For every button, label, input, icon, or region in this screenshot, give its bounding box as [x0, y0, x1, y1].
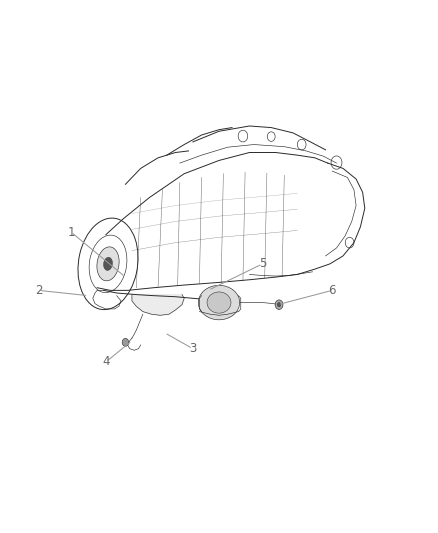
- Text: 4: 4: [102, 356, 110, 368]
- Ellipse shape: [97, 247, 119, 281]
- Ellipse shape: [277, 303, 281, 307]
- Text: 3: 3: [189, 342, 197, 355]
- Text: 5: 5: [259, 257, 266, 270]
- Ellipse shape: [207, 292, 231, 313]
- Ellipse shape: [103, 257, 113, 270]
- Ellipse shape: [198, 285, 240, 320]
- Text: 2: 2: [35, 284, 42, 297]
- Text: 6: 6: [328, 284, 336, 297]
- Text: 1: 1: [67, 225, 75, 239]
- Polygon shape: [132, 295, 184, 316]
- Ellipse shape: [275, 300, 283, 310]
- Ellipse shape: [122, 338, 129, 346]
